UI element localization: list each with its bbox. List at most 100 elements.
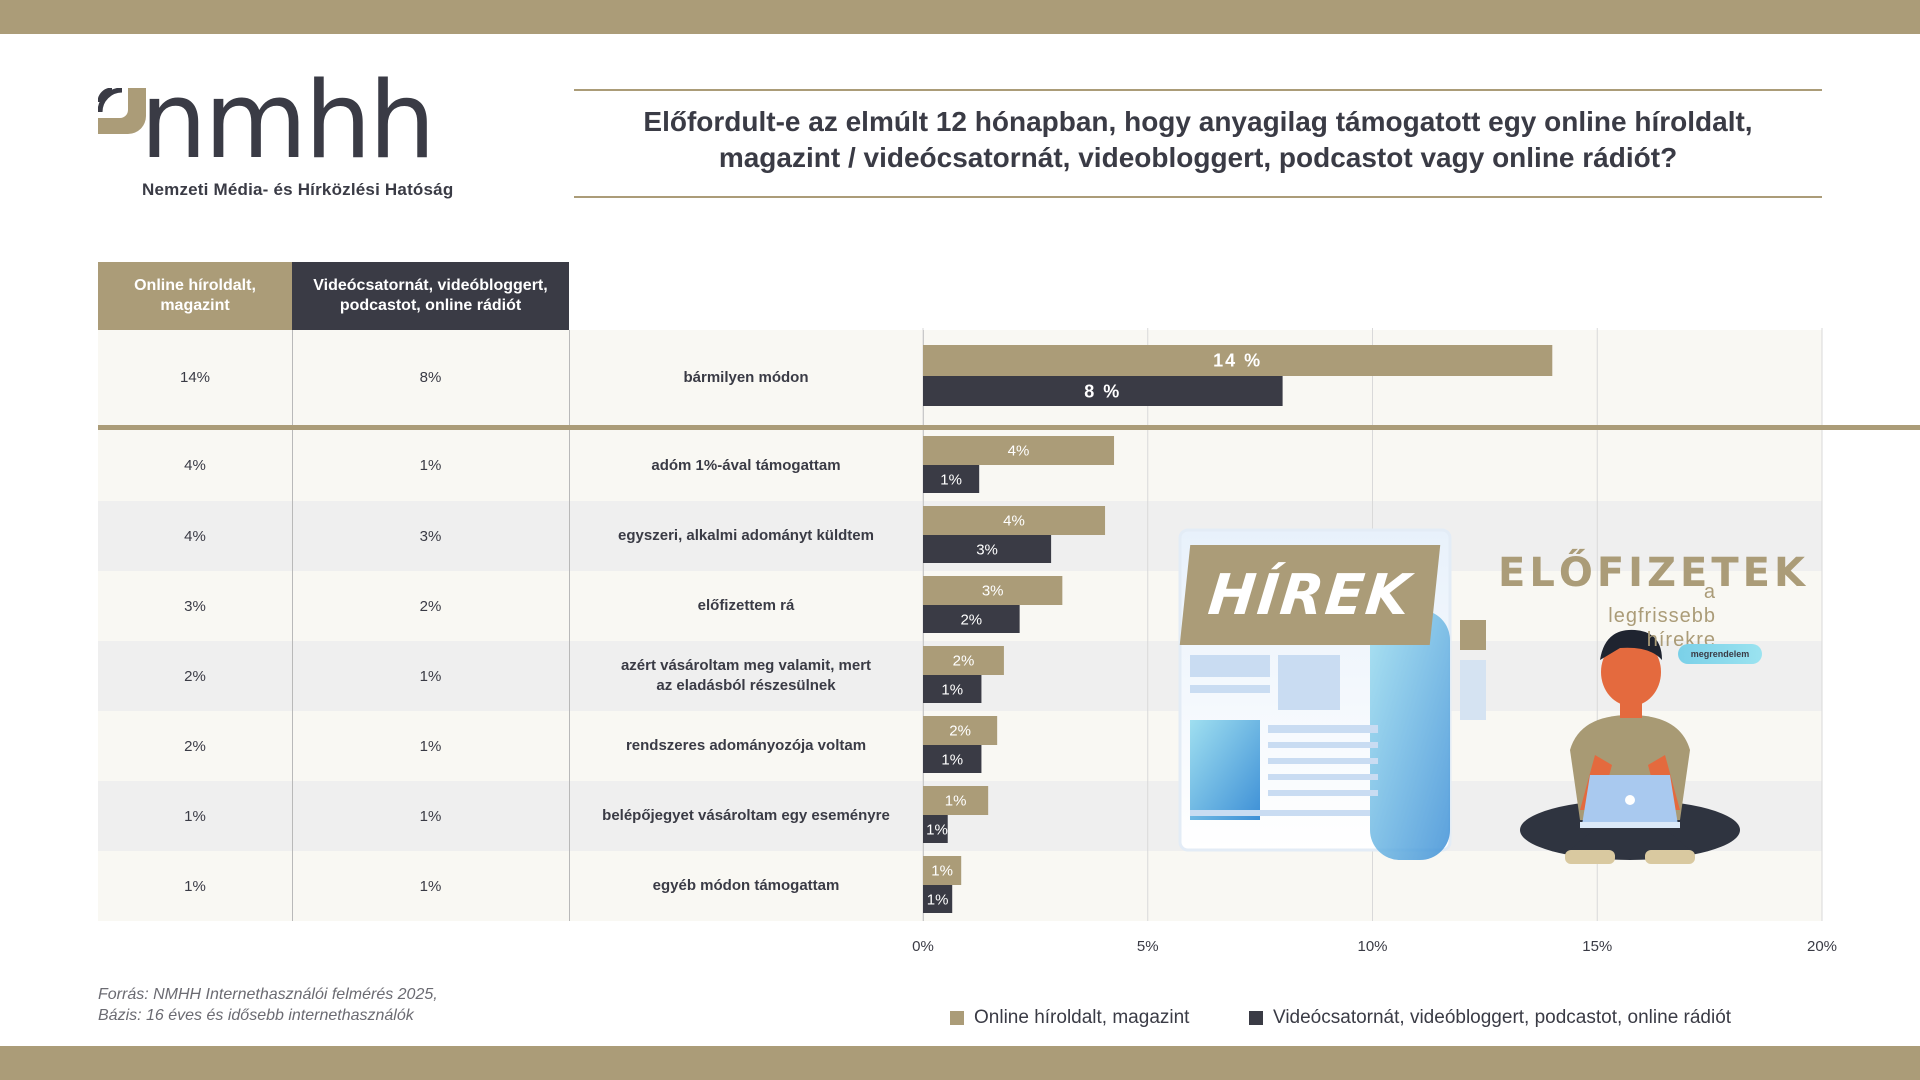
order-button[interactable]: megrendelem: [1678, 644, 1762, 664]
logo-wordmark: nmhh: [140, 59, 436, 182]
title-rule-top: [574, 89, 1822, 91]
bar-value-label: 4%: [1008, 443, 1030, 460]
source-line-1: Forrás: NMHH Internethasználói felmérés …: [98, 986, 438, 1003]
column-divider: [292, 330, 293, 921]
bar-value-label: 1%: [940, 472, 962, 489]
cell-online: 1%: [184, 877, 206, 895]
legend-label: Online híroldalt, magazint: [974, 1007, 1190, 1028]
bar-value-label: 1%: [927, 892, 949, 909]
cell-video: 8%: [419, 369, 442, 386]
cell-online: 14%: [179, 369, 211, 386]
cell-video: 1%: [419, 877, 442, 895]
bar-online: [923, 345, 1553, 376]
source-note: Forrás: NMHH Internethasználói felmérés …: [98, 984, 438, 1026]
subscribe-subtitle-line1: a legfrissebb: [1608, 581, 1716, 627]
bar-video: [923, 376, 1283, 406]
legend-item-online: Online híroldalt, magazint: [950, 1007, 1189, 1029]
header-online-news: Online híroldalt, magazint: [98, 262, 292, 330]
subscribe-subtitle: a legfrissebb hírekre: [1590, 580, 1716, 652]
legend-item-video: Videócsatornát, videóbloggert, podcastot…: [1249, 1007, 1731, 1029]
bar-value-label: 1%: [931, 863, 953, 880]
signal-icon: [98, 88, 146, 134]
x-tick-label: 15%: [1582, 938, 1612, 955]
cell-online: 4%: [184, 527, 206, 545]
nmhh-logo: nmhh Nemzeti Média- és Hírközlési Hatósá…: [98, 68, 518, 203]
bar-online: [923, 436, 1115, 465]
legend-swatch: [950, 1011, 964, 1025]
cell-online: 3%: [184, 597, 206, 615]
cell-video: 1%: [419, 667, 442, 685]
table-row: 4% 1% adóm 1%-ával támogattam: [98, 430, 923, 501]
bar-video: [923, 815, 948, 843]
legend-swatch: [1249, 1011, 1263, 1025]
row-label: azért vásároltam meg valamit, mert az el…: [620, 657, 872, 694]
news-word: HÍREK: [1205, 562, 1415, 628]
bar-video: [923, 885, 953, 913]
total-row-divider: [98, 425, 1920, 430]
newspaper-illustration: HÍREK ELŐFIZETEK a legfrissebb hírekre m…: [1150, 520, 1805, 880]
legend-label: Videócsatornát, videóbloggert, podcastot…: [1273, 1007, 1732, 1028]
x-tick-label: 5%: [1137, 938, 1159, 955]
source-line-2: Bázis: 16 éves és idősebb internethaszná…: [98, 1007, 414, 1024]
row-label: belépőjegyet vásároltam egy eseményre: [602, 807, 890, 824]
title-line-1: Előfordult-e az elmúlt 12 hónapban, hogy…: [643, 106, 1753, 137]
cell-online: 2%: [184, 737, 206, 755]
bar-video: [923, 605, 1020, 633]
table-row: 3% 2% előfizettem rá: [98, 571, 923, 641]
bar-value-label: 1%: [941, 752, 963, 769]
bar-value-label: 2%: [953, 653, 975, 670]
bar-value-label: 4%: [1003, 513, 1025, 530]
table-row: 14% 8% bármilyen módon: [98, 330, 923, 425]
title-rule-bottom: [574, 196, 1822, 198]
header-video-channels: Videócsatornát, videóbloggert, podcastot…: [292, 262, 569, 330]
bar-value-label: 1%: [941, 682, 963, 699]
cell-online: 1%: [184, 807, 206, 825]
cell-video: 1%: [419, 807, 442, 825]
cell-video: 2%: [419, 597, 442, 615]
bar-value-label: 8 %: [1084, 382, 1121, 402]
bar-value-label: 2%: [949, 723, 971, 740]
bar-online: [923, 646, 1004, 675]
table-row: 2% 1% rendszeres adományozója voltam: [98, 711, 923, 781]
bar-value-label: 14 %: [1213, 351, 1262, 371]
bar-online: [923, 856, 962, 885]
bar-online: [923, 786, 989, 815]
row-label: adóm 1%-ával támogattam: [651, 456, 841, 474]
cell-online: 2%: [184, 667, 206, 685]
news-banner: HÍREK: [1179, 545, 1441, 645]
bar-value-label: 1%: [945, 793, 967, 810]
row-label: bármilyen módon: [683, 368, 809, 386]
table-row: 4% 3% egyszeri, alkalmi adományt küldtem: [98, 501, 923, 571]
title-line-2: magazint / videócsatornát, videobloggert…: [718, 142, 1678, 173]
row-label: rendszeres adományozója voltam: [625, 737, 867, 754]
bar-online: [923, 506, 1106, 535]
bar-video: [923, 465, 980, 493]
bar-video: [923, 745, 982, 773]
bar-online: [923, 716, 998, 745]
cell-video: 3%: [419, 527, 442, 545]
cell-video: 1%: [419, 457, 442, 474]
table-row: 1% 1% belépőjegyet vásároltam egy esemén…: [98, 781, 923, 851]
bottom-bar: [0, 1046, 1920, 1080]
cell-online: 4%: [184, 457, 206, 474]
bar-value-label: 1%: [926, 822, 948, 839]
subscribe-headline: ELŐFIZETEK: [1498, 550, 1809, 596]
cell-video: 1%: [419, 737, 442, 755]
bar-value-label: 3%: [982, 583, 1004, 600]
bar-online: [923, 576, 1063, 605]
x-tick-label: 0%: [912, 938, 934, 955]
bar-video: [923, 675, 982, 703]
bar-video: [923, 535, 1052, 563]
table-row: 1% 1% egyéb módon támogattam: [98, 851, 923, 921]
table-row: 2% 1% azért vásároltam meg valamit, mert…: [98, 641, 923, 711]
row-label: előfizettem rá: [697, 597, 795, 614]
bar-value-label: 2%: [960, 612, 982, 629]
x-tick-label: 20%: [1807, 938, 1837, 955]
chart-title: Előfordult-e az elmúlt 12 hónapban, hogy…: [574, 104, 1822, 176]
top-bar: [0, 0, 1920, 34]
x-tick-label: 10%: [1357, 938, 1387, 955]
row-label: egyéb módon támogattam: [652, 877, 840, 894]
column-divider: [569, 330, 570, 921]
row-label: egyszeri, alkalmi adományt küldtem: [618, 527, 874, 544]
